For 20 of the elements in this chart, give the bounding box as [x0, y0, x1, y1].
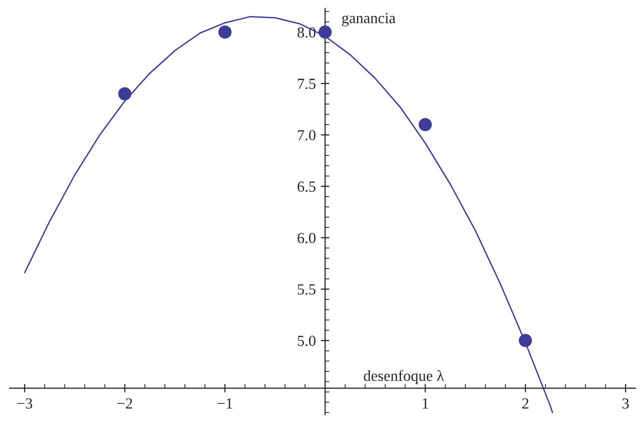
y-tick-label: 6.5 [298, 181, 316, 192]
point [418, 118, 432, 132]
y-tick-label: 6.0 [298, 232, 316, 244]
y-tick-label: 8.0 [298, 27, 316, 38]
x-tick-label: 2 [522, 398, 528, 408]
x-tick-label: −2 [117, 398, 132, 408]
y-tick-label: 7.0 [298, 130, 316, 140]
point [318, 26, 332, 39]
x-tick-label: 1 [422, 398, 428, 408]
x-axis-title: desenfoque λ [364, 370, 444, 384]
x-tick-label: 3 [622, 398, 629, 409]
y-axis-title: ganancia [342, 12, 396, 26]
x-tick-label: −1 [218, 398, 232, 408]
y-tick-label: 7.5 [298, 78, 316, 90]
point [218, 26, 232, 39]
y-tick-label: 5.0 [298, 336, 316, 346]
point [518, 334, 532, 348]
x-tick-label: −3 [17, 398, 32, 409]
y-tick-label: 5.5 [298, 284, 316, 295]
point [118, 87, 132, 100]
